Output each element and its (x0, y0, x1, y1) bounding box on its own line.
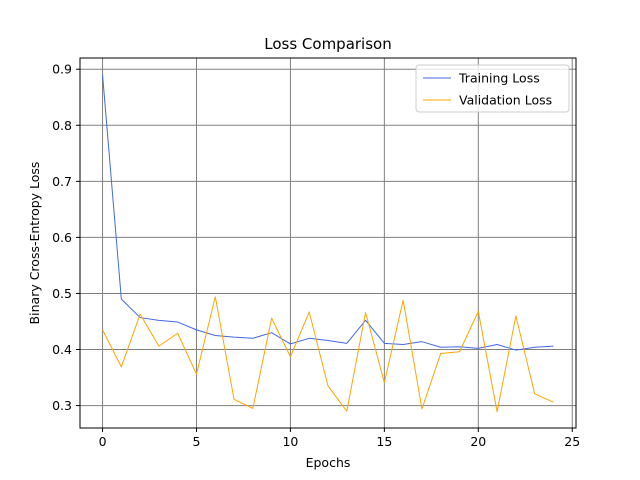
y-tick-label: 0.7 (52, 174, 72, 189)
y-tick-label: 0.8 (52, 118, 72, 133)
y-tick-label: 0.4 (52, 342, 72, 357)
axis-ticks: 0 5 10 15 20 25 0.3 0.4 0.5 0.6 0.7 0.8 0.9 (52, 62, 580, 449)
series-line-training-loss (102, 74, 554, 351)
x-tick-label: 15 (376, 434, 392, 449)
series-line-validation-loss (102, 296, 554, 413)
x-tick-label: 20 (470, 434, 486, 449)
y-tick-label: 0.3 (52, 398, 72, 413)
legend: Training Loss Validation Loss (415, 64, 570, 113)
legend-box (415, 64, 570, 113)
x-axis-title: Epochs (306, 455, 351, 470)
grid-lines (80, 58, 576, 428)
x-tick-label: 25 (564, 434, 580, 449)
plot-frame (79, 57, 577, 429)
x-tick-label: 10 (282, 434, 298, 449)
y-tick-label: 0.9 (52, 62, 72, 77)
legend-label: Validation Loss (459, 93, 552, 108)
chart-title: Loss Comparison (264, 35, 391, 53)
x-tick-label: 0 (99, 434, 107, 449)
series-lines (102, 74, 554, 413)
x-tick-label: 5 (193, 434, 201, 449)
legend-label: Training Loss (458, 71, 540, 86)
y-axis-title: Binary Cross-Entropy Loss (27, 162, 42, 325)
y-tick-label: 0.6 (52, 230, 72, 245)
y-tick-label: 0.5 (52, 286, 72, 301)
